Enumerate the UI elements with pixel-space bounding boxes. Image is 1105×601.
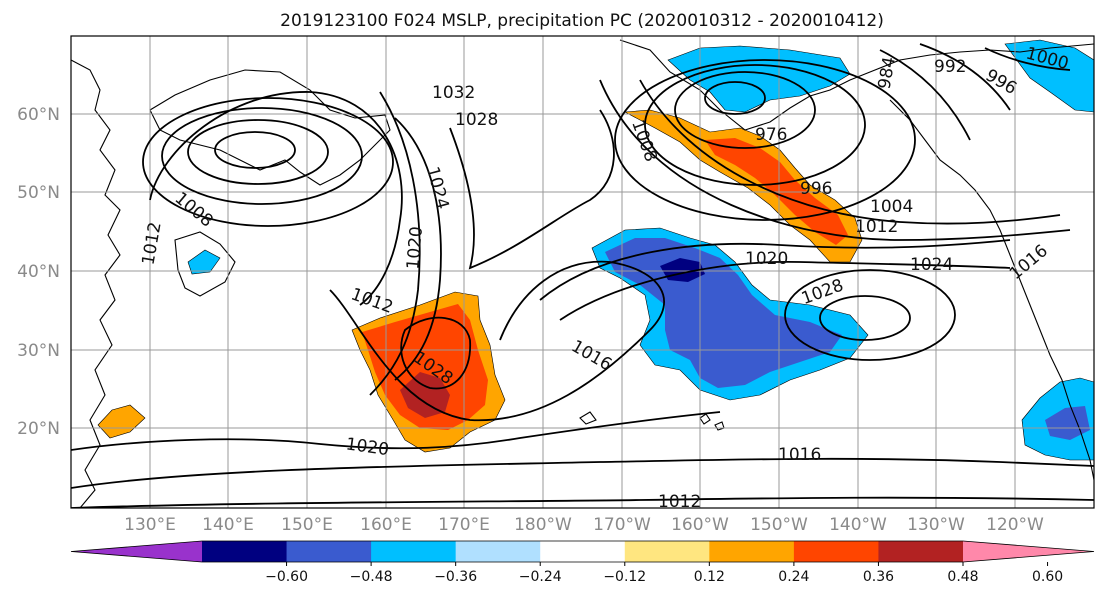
colorbar-tick-label: −0.60 bbox=[265, 569, 308, 585]
colorbar-tick-label: 0.12 bbox=[694, 569, 725, 585]
isobar-label: 1012 bbox=[658, 492, 701, 512]
isobar-label: 1004 bbox=[870, 197, 913, 217]
colorbar: −0.60 −0.48 −0.36 −0.24 −0.12 0.12 0.24 0.36 0.4… bbox=[70, 540, 1095, 585]
colorbar-tick-label: 0.36 bbox=[863, 569, 894, 585]
longitude-labels: 130°E 140°E 150°E 160°E 170°E 180°W 170°… bbox=[124, 515, 1044, 535]
lon-label: 130°E bbox=[124, 515, 176, 535]
latitude-labels: 60°N 50°N 40°N 30°N 20°N bbox=[17, 105, 60, 439]
lat-label: 30°N bbox=[17, 341, 60, 361]
colorbar-tick-label: −0.24 bbox=[519, 569, 562, 585]
lat-label: 60°N bbox=[17, 105, 60, 125]
colorbar-tick-label: −0.12 bbox=[603, 569, 646, 585]
colorbar-segment bbox=[455, 541, 541, 562]
colorbar-segment bbox=[286, 541, 372, 562]
lat-label: 50°N bbox=[17, 183, 60, 203]
lon-label: 160°W bbox=[671, 515, 729, 535]
map-frame bbox=[70, 35, 1095, 509]
lon-label: 170°W bbox=[593, 515, 651, 535]
precip-positive-goa-orange bbox=[623, 109, 863, 263]
precip-positive-wpac-darkred bbox=[400, 372, 450, 418]
colorbar-tick-label: −0.48 bbox=[350, 569, 393, 585]
isobars bbox=[71, 43, 1094, 508]
isobar-label: 1020 bbox=[745, 249, 788, 269]
isobar-label: 1016 bbox=[778, 445, 821, 465]
lon-label: 170°E bbox=[438, 515, 490, 535]
lat-label: 20°N bbox=[17, 419, 60, 439]
precip-positive-wpac-red bbox=[362, 304, 488, 430]
lon-label: 130°W bbox=[907, 515, 965, 535]
lat-label: 40°N bbox=[17, 262, 60, 282]
colorbar-tick-label: 0.60 bbox=[1032, 569, 1063, 585]
colorbar-segment bbox=[540, 541, 626, 562]
colorbar-extension-high bbox=[963, 541, 1094, 562]
lon-label: 180°W bbox=[514, 515, 572, 535]
isobar-label: 976 bbox=[755, 125, 787, 145]
colorbar-segment bbox=[624, 541, 710, 562]
colorbar-segment bbox=[878, 541, 964, 562]
precip-positive-subtropics-orange bbox=[97, 404, 146, 439]
colorbar-segment bbox=[202, 541, 288, 562]
isobar-label: 1012 bbox=[855, 217, 898, 237]
lon-label: 120°W bbox=[986, 515, 1044, 535]
precip-negative-japan bbox=[187, 249, 221, 275]
colorbar-tick-label: 0.48 bbox=[947, 569, 978, 585]
colorbar-extension-low bbox=[71, 541, 202, 562]
map-body: 1032 1028 1024 1020 1012 1008 1028 1016 … bbox=[71, 36, 1094, 512]
lon-label: 150°W bbox=[750, 515, 808, 535]
lon-label: 140°E bbox=[202, 515, 254, 535]
isobar-label: 1028 bbox=[455, 110, 498, 130]
colorbar-tick-label: −0.36 bbox=[434, 569, 477, 585]
isobar-label: 1032 bbox=[432, 83, 475, 103]
colorbar-segment bbox=[793, 541, 879, 562]
lon-label: 140°W bbox=[829, 515, 887, 535]
lon-label: 160°E bbox=[360, 515, 412, 535]
isobar-label: 1024 bbox=[910, 255, 953, 275]
map-title: 2019123100 F024 MSLP, precipitation PC (… bbox=[280, 11, 884, 31]
colorbar-segment bbox=[371, 541, 457, 562]
isobar-label: 996 bbox=[800, 179, 832, 199]
lon-label: 150°E bbox=[281, 515, 333, 535]
colorbar-outline bbox=[70, 540, 1095, 563]
isobar-label: 1020 bbox=[403, 226, 427, 271]
colorbar-tick-label: 0.24 bbox=[778, 569, 809, 585]
colorbar-segment bbox=[709, 541, 795, 562]
precip-negative-nw-canada bbox=[1004, 39, 1094, 113]
isobar-label: 992 bbox=[934, 57, 966, 77]
precip-negative-east-darkblue bbox=[1045, 406, 1090, 440]
